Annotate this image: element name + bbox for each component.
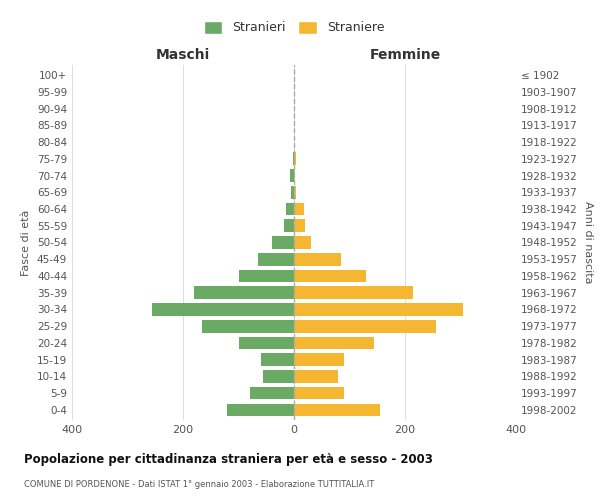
Bar [294,354,344,366]
Bar [194,286,294,299]
Bar [294,152,296,165]
Bar [239,336,294,349]
Bar [294,404,380,416]
Bar [202,320,294,332]
Bar [272,236,294,249]
Bar [260,354,294,366]
Bar [284,220,294,232]
Bar [239,270,294,282]
Bar [290,169,294,182]
Bar [294,336,374,349]
Bar [294,220,305,232]
Bar [294,286,413,299]
Bar [294,270,366,282]
Y-axis label: Fasce di età: Fasce di età [22,210,31,276]
Y-axis label: Anni di nascita: Anni di nascita [583,201,593,284]
Bar [294,236,311,249]
Bar [250,387,294,400]
Legend: Stranieri, Straniere: Stranieri, Straniere [197,14,391,40]
Bar [286,202,294,215]
Bar [263,370,294,382]
Bar [290,186,294,198]
Bar [227,404,294,416]
Text: Maschi: Maschi [156,48,210,62]
Bar [294,320,436,332]
Text: Femmine: Femmine [370,48,440,62]
Bar [258,253,294,266]
Bar [294,169,295,182]
Bar [294,387,344,400]
Text: Popolazione per cittadinanza straniera per età e sesso - 2003: Popolazione per cittadinanza straniera p… [24,452,433,466]
Bar [294,186,296,198]
Bar [152,303,294,316]
Bar [294,303,463,316]
Bar [294,202,304,215]
Bar [293,152,294,165]
Bar [294,253,341,266]
Bar [294,370,338,382]
Text: COMUNE DI PORDENONE - Dati ISTAT 1° gennaio 2003 - Elaborazione TUTTITALIA.IT: COMUNE DI PORDENONE - Dati ISTAT 1° genn… [24,480,374,489]
